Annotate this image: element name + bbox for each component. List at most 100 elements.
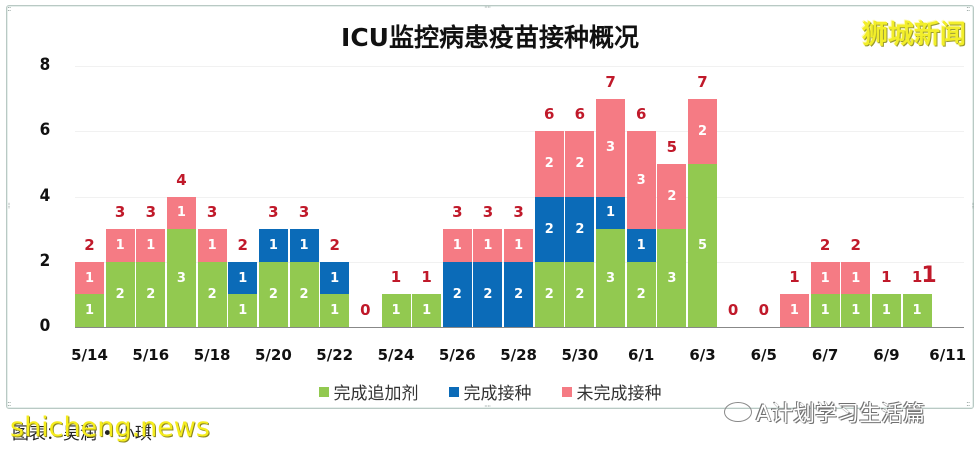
y-tick-label: 2 (39, 250, 51, 271)
bar-segment-incomplete[interactable]: 2 (688, 98, 717, 164)
x-tick-label: 6/11 (929, 346, 967, 364)
bar-total-label: 6 (544, 105, 555, 124)
bar-segment-incomplete[interactable]: 3 (626, 131, 656, 230)
bar-segment-booster[interactable]: 2 (197, 261, 227, 327)
bar-segment-incomplete[interactable]: 3 (596, 98, 626, 197)
bar-segment-full[interactable]: 1 (228, 261, 258, 295)
bar-segment-booster[interactable]: 1 (228, 294, 258, 327)
bar-segment-full[interactable]: 1 (320, 261, 350, 295)
bar-total-label: 0 (758, 301, 770, 319)
x-tick-label: 5/26 (438, 346, 476, 364)
y-tick-label: 8 (39, 55, 51, 76)
segment-value-label: 1 (238, 270, 248, 286)
segment-value-label: 1 (268, 237, 278, 253)
bar-segment-full[interactable]: 2 (442, 261, 472, 327)
segment-value-label: 2 (115, 286, 125, 302)
segment-value-label: 3 (606, 140, 616, 156)
bar-segment-incomplete[interactable]: 2 (534, 131, 564, 197)
account-watermark: A计划学习生活篇 (724, 396, 925, 428)
bar-segment-booster[interactable]: 3 (166, 229, 196, 327)
segment-value-label: 2 (452, 286, 462, 302)
bar-segment-booster[interactable]: 3 (657, 229, 687, 327)
resize-handle-left[interactable]: ···· (4, 202, 13, 209)
resize-handle-bottom-right[interactable]: :: (966, 399, 971, 408)
resize-handle-top[interactable]: ···· (484, 3, 491, 12)
bar-segment-booster[interactable]: 2 (626, 261, 656, 327)
bar-segment-booster[interactable]: 1 (810, 294, 840, 327)
bar-segment-booster[interactable]: 2 (289, 261, 319, 327)
bar-segment-booster[interactable]: 2 (258, 261, 288, 327)
segment-value-label: 2 (299, 286, 309, 302)
segment-value-label: 2 (667, 189, 677, 205)
bar-segment-full[interactable]: 2 (473, 261, 503, 327)
bar-segment-incomplete[interactable]: 1 (105, 229, 135, 262)
bar-segment-full[interactable]: 1 (596, 196, 626, 230)
bar-segment-incomplete[interactable]: 1 (442, 229, 472, 262)
bar-segment-incomplete[interactable]: 2 (565, 131, 595, 197)
resize-handle-top-left[interactable]: :: (7, 4, 12, 13)
bar-total-label: 1 (881, 268, 892, 287)
resize-handle-top-right[interactable]: :: (966, 4, 971, 13)
segment-value-label: 1 (820, 270, 830, 286)
bar-segment-incomplete[interactable]: 1 (136, 229, 166, 262)
x-tick-label: 5/24 (377, 346, 415, 364)
bar-segment-booster[interactable]: 2 (565, 261, 595, 327)
resize-handle-bottom[interactable]: ···· (484, 402, 491, 411)
segment-value-label: 2 (544, 156, 554, 172)
legend-item[interactable]: 完成追加剂 (318, 379, 419, 404)
segment-value-label: 1 (422, 303, 432, 319)
x-tick-label: 5/30 (561, 346, 599, 364)
segment-value-label: 1 (176, 205, 186, 221)
segment-value-label: 3 (606, 270, 616, 286)
segment-value-label: 2 (268, 286, 278, 302)
bar-segment-full[interactable]: 2 (534, 196, 564, 262)
bar-total-label: 2 (84, 235, 95, 254)
bar-segment-full[interactable]: 1 (626, 229, 656, 262)
bar-segment-booster[interactable]: 2 (105, 261, 135, 327)
resize-handle-right[interactable]: ···· (968, 202, 977, 209)
bar-segment-incomplete[interactable]: 2 (657, 164, 687, 230)
bar-segment-incomplete[interactable]: 1 (473, 229, 503, 262)
segment-value-label: 1 (238, 303, 248, 319)
bar-segment-booster[interactable]: 1 (381, 294, 411, 327)
segment-value-label: 1 (330, 270, 340, 286)
legend-label: 完成接种 (463, 384, 532, 404)
bar-segment-booster[interactable]: 5 (688, 164, 717, 327)
segment-value-label: 1 (514, 237, 524, 253)
bar-segment-full[interactable]: 1 (258, 229, 288, 262)
bar-segment-booster[interactable]: 1 (412, 294, 442, 327)
bar-total-label: 2 (329, 235, 340, 254)
bar-total-label: 1 (789, 268, 800, 287)
bar-segment-booster[interactable]: 1 (841, 294, 871, 327)
legend-label: 未完成接种 (576, 384, 662, 404)
segment-value-label: 1 (820, 303, 830, 319)
bar-segment-booster[interactable]: 3 (596, 229, 626, 327)
bar-segment-booster[interactable]: 1 (871, 294, 901, 327)
legend-item[interactable]: 完成接种 (448, 379, 532, 404)
bar-segment-booster[interactable]: 1 (320, 294, 350, 327)
bar-segment-booster[interactable]: 2 (136, 261, 166, 327)
bar-segment-incomplete[interactable]: 1 (504, 229, 534, 262)
bar-segment-booster[interactable]: 1 (75, 294, 104, 327)
segment-value-label: 5 (697, 238, 708, 253)
bar-segment-booster[interactable]: 1 (902, 294, 932, 327)
bar-total-label: 3 (206, 203, 218, 222)
bar-segment-incomplete[interactable]: 1 (166, 196, 196, 230)
bar-segment-incomplete[interactable]: 1 (810, 261, 840, 295)
bar-segment-full[interactable]: 2 (504, 261, 534, 327)
segment-value-label: 2 (636, 286, 646, 302)
segment-value-label: 1 (207, 237, 217, 253)
legend-item[interactable]: 未完成接种 (561, 379, 662, 404)
segment-value-label: 1 (789, 303, 799, 319)
resize-handle-bottom-left[interactable]: :: (7, 399, 12, 408)
bar-segment-incomplete[interactable]: 1 (75, 261, 104, 295)
bar-segment-incomplete[interactable]: 1 (197, 229, 227, 262)
legend-swatch-icon (318, 386, 329, 397)
bar-segment-full[interactable]: 2 (565, 196, 595, 262)
segment-value-label: 2 (697, 123, 708, 139)
bar-segment-incomplete[interactable]: 1 (841, 261, 871, 295)
bar-total-label: 1 (421, 268, 432, 287)
bar-segment-booster[interactable]: 2 (534, 261, 564, 327)
bar-segment-incomplete[interactable]: 1 (779, 294, 809, 327)
bar-segment-full[interactable]: 1 (289, 229, 319, 262)
